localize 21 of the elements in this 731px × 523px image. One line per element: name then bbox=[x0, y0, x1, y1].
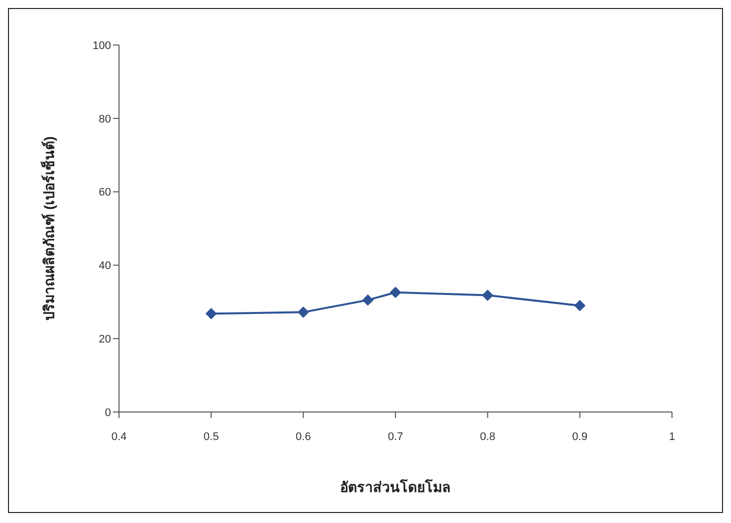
x-tick-label: 0.4 bbox=[111, 430, 127, 443]
y-tick-label: 80 bbox=[98, 113, 111, 126]
point bbox=[390, 286, 401, 298]
y-axis-title: ปริมาณผลิตภัณฑ์ (เปอร์เซ็นต์) bbox=[40, 136, 57, 321]
y-tick-label: 0 bbox=[104, 406, 111, 419]
y-tick-label: 20 bbox=[98, 334, 111, 346]
x-tick-label: 1 bbox=[668, 430, 676, 443]
x-axis-title: อัตราส่วนโดยโมล bbox=[340, 478, 451, 495]
x-tick-label: 0.7 bbox=[388, 430, 404, 443]
x-tick-label: 0.6 bbox=[296, 430, 311, 443]
point bbox=[298, 306, 309, 318]
point bbox=[362, 294, 374, 306]
x-tick-label: 0.8 bbox=[480, 430, 496, 443]
point bbox=[482, 290, 494, 301]
y-tick-label: 40 bbox=[98, 260, 111, 272]
y-tick-label: 60 bbox=[98, 186, 111, 199]
point bbox=[206, 308, 217, 320]
point bbox=[574, 300, 586, 312]
y-tick-label: 100 bbox=[92, 40, 111, 52]
x-tick-label: 0.9 bbox=[572, 430, 588, 443]
x-tick-label: 0.5 bbox=[204, 430, 219, 443]
